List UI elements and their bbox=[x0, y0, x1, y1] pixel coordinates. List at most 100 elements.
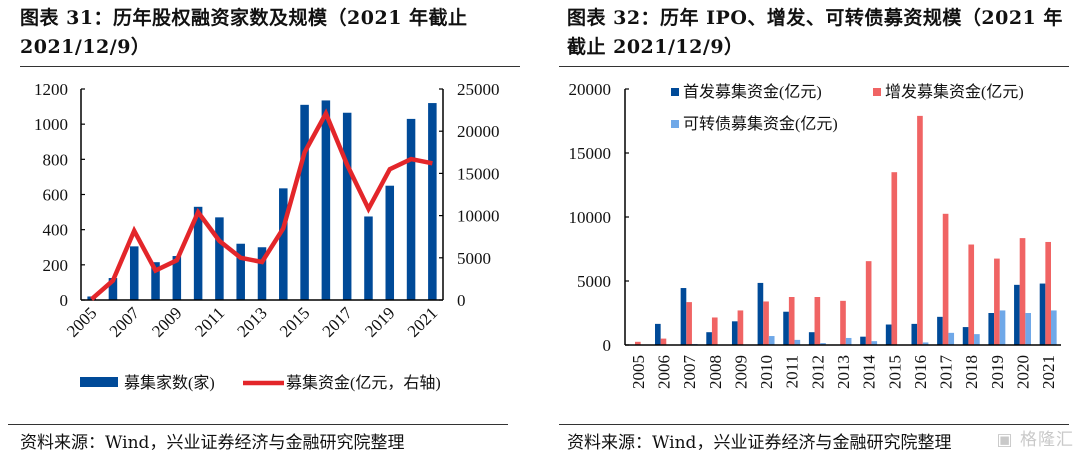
x-tick-label: 2007 bbox=[680, 355, 699, 390]
bar-convertible-2011 bbox=[794, 339, 801, 345]
bar-2012 bbox=[236, 243, 245, 300]
y-tick-label: 5000 bbox=[577, 272, 611, 291]
bar-ipo-2014 bbox=[860, 336, 866, 345]
bar-convertible-2021 bbox=[1050, 310, 1057, 345]
legend-swatch-convertible bbox=[671, 120, 679, 128]
bar-placement-2006 bbox=[660, 338, 667, 345]
x-tick-label: 2005 bbox=[629, 355, 648, 389]
x-tick-label: 2014 bbox=[860, 355, 879, 390]
bar-convertible-2010 bbox=[768, 336, 775, 345]
bar-convertible-2020 bbox=[1025, 313, 1031, 345]
x-tick-label: 2018 bbox=[962, 355, 981, 389]
x-tick-label: 2013 bbox=[834, 355, 853, 389]
bar-convertible-2017 bbox=[948, 332, 955, 345]
bar-placement-2015 bbox=[891, 172, 898, 345]
x-tick-label: 2007 bbox=[106, 303, 144, 341]
bar-ipo-2016 bbox=[911, 323, 918, 345]
x-tick-label: 2015 bbox=[885, 355, 904, 389]
bar-placement-2009 bbox=[737, 310, 744, 345]
bar-2006 bbox=[108, 278, 118, 300]
right-chart: 0 5000 10000 15000 20000 2005 2006 2007 2008 2009… bbox=[569, 80, 1061, 390]
bar-placement-2014 bbox=[865, 261, 872, 345]
bar-2015 bbox=[300, 104, 309, 300]
bar-ipo-2011 bbox=[783, 311, 789, 345]
bar-placement-2011 bbox=[788, 297, 795, 345]
bar-ipo-2019 bbox=[988, 313, 995, 345]
x-tick-label: 2010 bbox=[757, 355, 776, 389]
x-tick-label: 2016 bbox=[911, 355, 930, 389]
x-tick-label: 2015 bbox=[276, 303, 313, 340]
bar-2020 bbox=[406, 118, 416, 301]
bar-placement-2017 bbox=[942, 213, 949, 345]
y-tick-label: 15000 bbox=[569, 144, 612, 163]
bar-ipo-2008 bbox=[706, 332, 712, 345]
x-tick-label: 2021 bbox=[1039, 355, 1058, 389]
right-chart-panel: 图表 32：历年 IPO、增发、可转债募资规模（2021 年截止 2021/12… bbox=[545, 0, 1080, 454]
bar-2021 bbox=[428, 103, 437, 300]
bar-ipo-2021 bbox=[1039, 283, 1046, 345]
right-y-tick-label: 20000 bbox=[457, 122, 500, 141]
bar-convertible-2012 bbox=[820, 343, 826, 345]
bar-placement-2005 bbox=[635, 341, 641, 345]
left-chart: 0 200 400 600 800 1000 1200 0 5000 10000 15000 2000… bbox=[34, 80, 500, 392]
right-y-tick-label: 5000 bbox=[457, 249, 491, 268]
x-tick-label: 2005 bbox=[63, 303, 100, 340]
y-tick-label: 20000 bbox=[569, 80, 612, 99]
bar-ipo-2006 bbox=[655, 323, 661, 345]
bar-2016 bbox=[321, 100, 331, 300]
x-tick-label: 2012 bbox=[808, 355, 827, 389]
watermark-text: 格隆汇 bbox=[1020, 430, 1074, 450]
bar-2018 bbox=[364, 216, 373, 300]
bar-ipo-2012 bbox=[808, 332, 815, 345]
bar-placement-2020 bbox=[1019, 238, 1026, 345]
bar-placement-2008 bbox=[711, 317, 718, 345]
legend-label-count: 募集家数(家) bbox=[124, 374, 215, 392]
bar-2008 bbox=[151, 262, 160, 300]
left-y-tick-label: 1000 bbox=[34, 115, 68, 134]
bar-placement-2021 bbox=[1045, 241, 1051, 345]
bar-ipo-2015 bbox=[885, 324, 892, 345]
bar-2009 bbox=[172, 256, 182, 300]
left-y-tick-label: 1200 bbox=[34, 80, 68, 99]
bar-2010 bbox=[193, 206, 203, 300]
x-tick-label: 2017 bbox=[319, 303, 357, 341]
bar-placement-2019 bbox=[994, 258, 1000, 345]
bar-placement-2012 bbox=[814, 297, 821, 345]
right-y-tick-label: 10000 bbox=[457, 207, 500, 226]
bar-convertible-2014 bbox=[871, 341, 878, 345]
bar-ipo-2009 bbox=[731, 321, 738, 345]
bar-ipo-2007 bbox=[680, 288, 687, 345]
bar-placement-2007 bbox=[686, 302, 692, 345]
source-divider bbox=[8, 424, 508, 425]
right-y-tick-label: 0 bbox=[457, 291, 466, 310]
bar-convertible-2013 bbox=[845, 337, 852, 345]
legend-swatch-count bbox=[80, 377, 118, 387]
x-tick-label: 2020 bbox=[1014, 355, 1033, 389]
x-tick-label: 2011 bbox=[783, 355, 802, 388]
chart-title: 图表 31：历年股权融资家数及规模（2021 年截止 2021/12/9） bbox=[20, 7, 468, 58]
legend-label-ipo: 首发募集资金(亿元) bbox=[683, 83, 822, 101]
bar-convertible-2019 bbox=[999, 310, 1006, 345]
watermark-logo: ▣ 格隆汇 bbox=[996, 430, 1074, 450]
legend-swatch-placement bbox=[873, 88, 881, 96]
bar-placement-2013 bbox=[840, 300, 846, 345]
legend-swatch-ipo bbox=[671, 88, 679, 96]
title-divider bbox=[20, 66, 520, 67]
source-note: 资料来源：Wind，兴业证券经济与金融研究院整理 bbox=[567, 433, 952, 453]
bar-2013 bbox=[257, 247, 267, 300]
title-divider bbox=[559, 66, 1069, 67]
y-tick-label: 0 bbox=[603, 336, 612, 355]
y-tick-label: 10000 bbox=[569, 208, 612, 227]
x-tick-label: 2009 bbox=[148, 303, 185, 340]
left-y-tick-label: 400 bbox=[43, 221, 69, 240]
bar-2017 bbox=[342, 112, 352, 300]
left-y-tick-label: 0 bbox=[60, 291, 69, 310]
bar-placement-2010 bbox=[763, 301, 769, 345]
legend-label-funds: 募集资金(亿元，右轴) bbox=[286, 374, 441, 392]
legend-label-placement: 增发募集资金(亿元) bbox=[885, 83, 1024, 101]
bar-placement-2018 bbox=[968, 244, 975, 345]
bar-convertible-2016 bbox=[922, 342, 929, 345]
x-tick-label: 2011 bbox=[191, 303, 228, 340]
left-y-tick-label: 800 bbox=[43, 150, 69, 169]
x-tick-label: 2019 bbox=[988, 355, 1007, 389]
